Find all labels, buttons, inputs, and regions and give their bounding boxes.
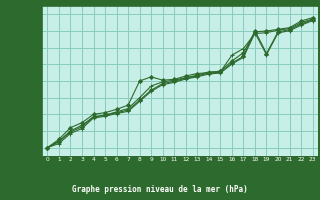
Text: Graphe pression niveau de la mer (hPa): Graphe pression niveau de la mer (hPa) bbox=[72, 186, 248, 194]
